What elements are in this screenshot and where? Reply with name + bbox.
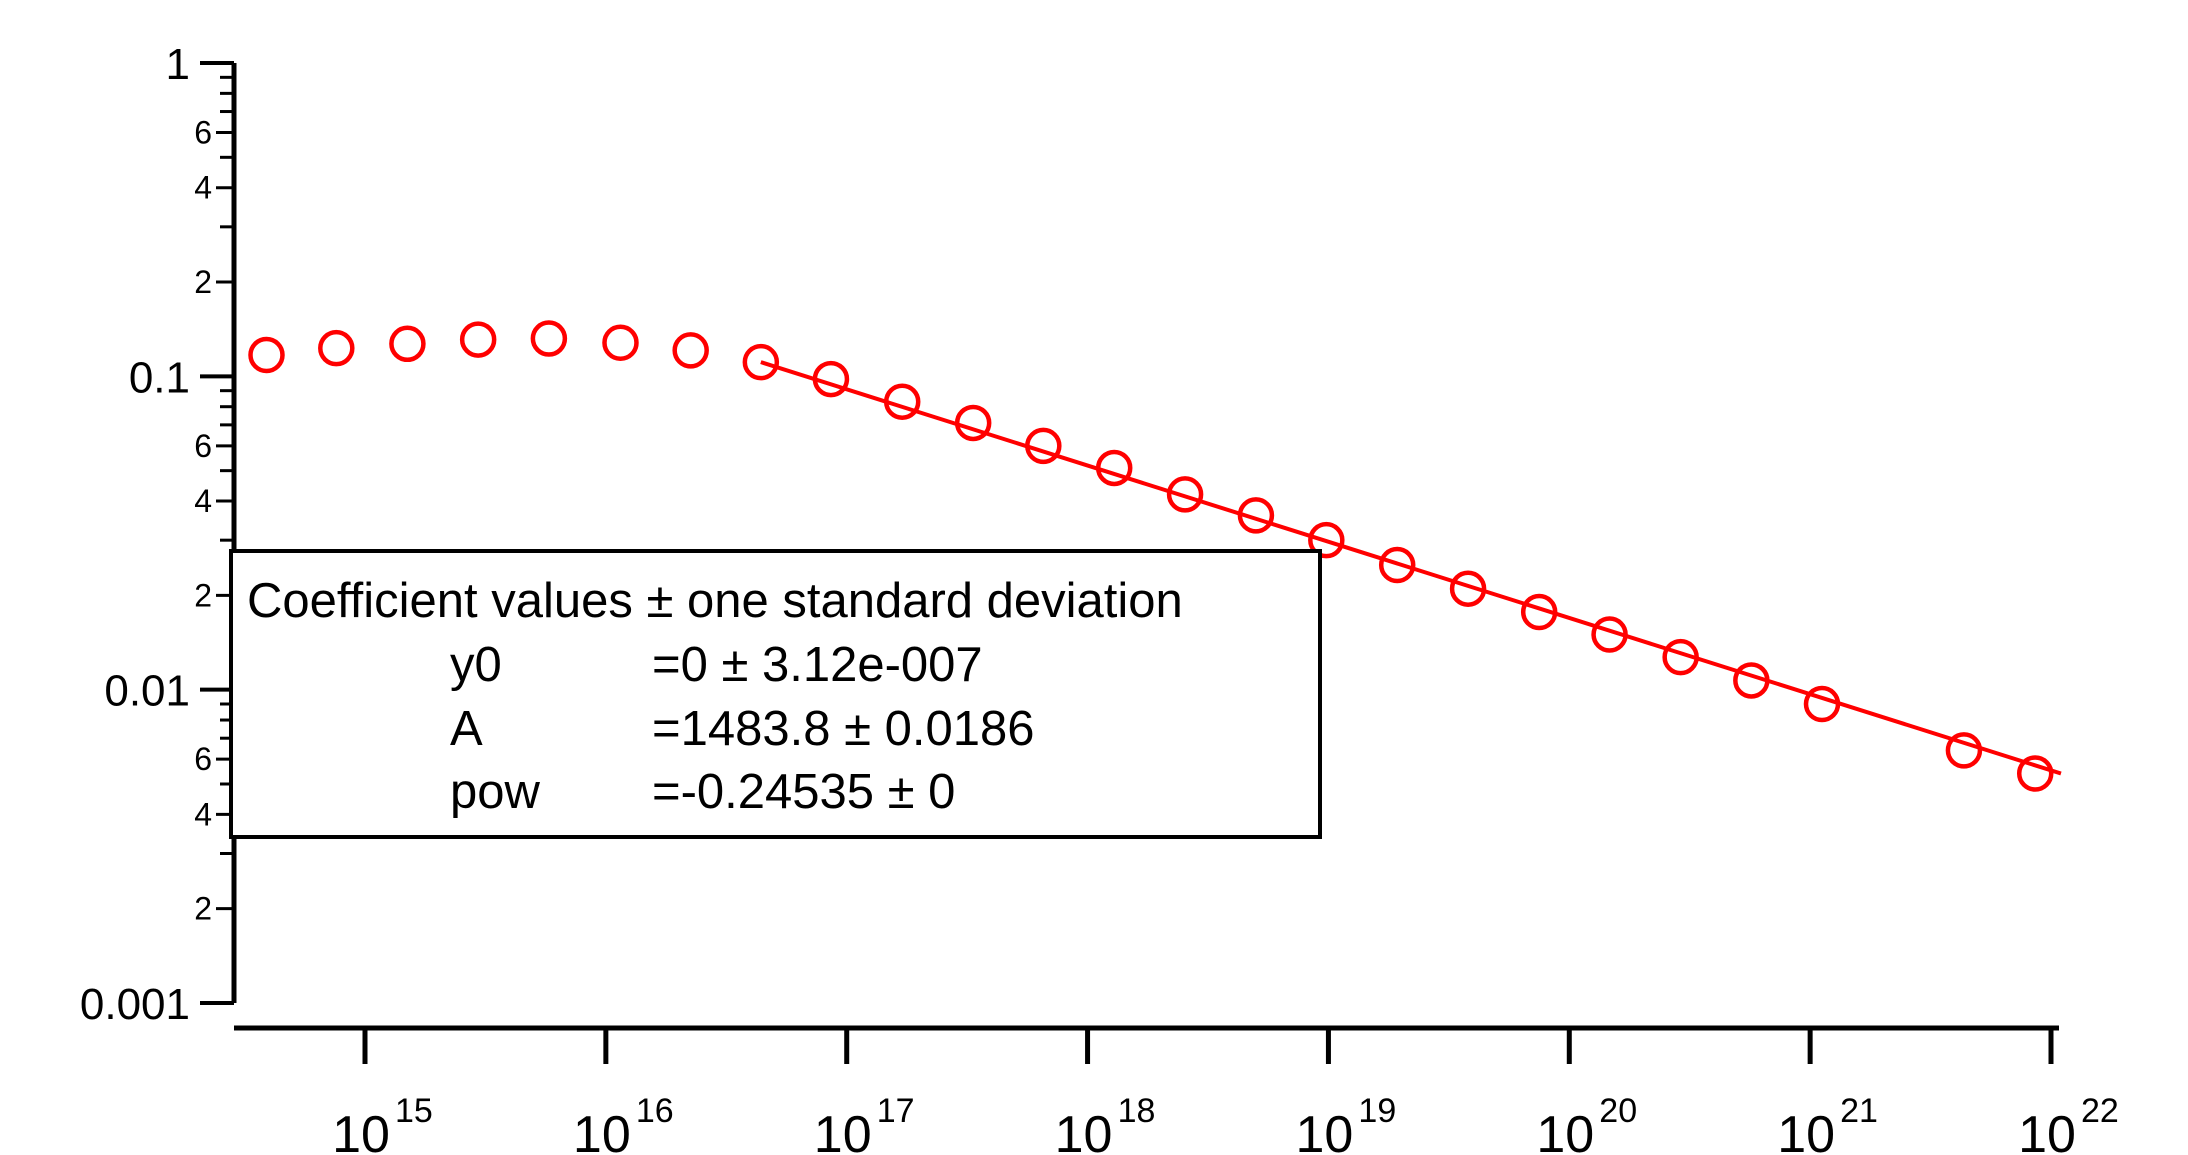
data-point bbox=[1308, 521, 1345, 559]
data-point bbox=[1591, 616, 1628, 653]
y-minor-tick-label: 6 bbox=[194, 428, 212, 464]
x-tick-exponent: 21 bbox=[1840, 1092, 1878, 1130]
y-minor-tick-label: 6 bbox=[194, 741, 212, 777]
data-point bbox=[2016, 755, 2054, 792]
x-tick-exponent: 17 bbox=[877, 1092, 915, 1130]
x-tick-label: 10 bbox=[1536, 1106, 1594, 1155]
coefficient-box: Coefficient values ± one standard deviat… bbox=[229, 549, 1322, 839]
data-point bbox=[1520, 593, 1558, 631]
y-minor-tick-label: 4 bbox=[194, 796, 212, 832]
x-tick-exponent: 20 bbox=[1599, 1092, 1637, 1130]
x-tick-exponent: 18 bbox=[1118, 1092, 1156, 1130]
data-point bbox=[672, 332, 709, 369]
y-minor-tick-label: 4 bbox=[194, 483, 212, 519]
x-tick-label: 10 bbox=[1055, 1106, 1113, 1155]
data-point bbox=[1095, 449, 1133, 487]
data-point bbox=[812, 360, 850, 398]
y-major-tick-label: 0.01 bbox=[104, 667, 190, 716]
data-point bbox=[389, 325, 426, 363]
x-tick-exponent: 22 bbox=[2081, 1092, 2119, 1130]
data-point bbox=[1237, 497, 1275, 534]
data-point bbox=[602, 324, 639, 361]
y-major-tick-label: 0.001 bbox=[80, 980, 190, 1029]
y-minor-tick-label: 2 bbox=[194, 891, 212, 927]
x-tick-label: 10 bbox=[2018, 1106, 2076, 1155]
coef-name-A: A bbox=[450, 702, 483, 756]
data-point bbox=[248, 336, 285, 374]
x-tick-label: 10 bbox=[814, 1106, 872, 1155]
data-point bbox=[1025, 427, 1062, 465]
x-tick-label: 10 bbox=[573, 1106, 631, 1155]
data-point bbox=[1733, 662, 1770, 699]
coefficient-box-frame bbox=[229, 549, 1322, 839]
x-tick-exponent: 16 bbox=[636, 1092, 674, 1130]
y-major-tick-label: 0.1 bbox=[129, 353, 190, 402]
x-tick-exponent: 15 bbox=[395, 1092, 433, 1130]
data-point bbox=[1803, 685, 1841, 723]
data-points-layer bbox=[248, 320, 2054, 792]
y-minor-tick-label: 2 bbox=[194, 577, 212, 613]
coefficient-box-header: Coefficient values ± one standard deviat… bbox=[247, 574, 1183, 628]
y-minor-tick-label: 4 bbox=[194, 170, 212, 206]
data-point bbox=[742, 343, 780, 381]
x-tick-label: 10 bbox=[332, 1106, 390, 1155]
x-tick-label: 10 bbox=[1296, 1106, 1354, 1155]
coef-name-pow: pow bbox=[450, 765, 541, 819]
coef-value-y0: =0 ± 3.12e-007 bbox=[652, 638, 983, 692]
x-tick-exponent: 19 bbox=[1358, 1092, 1396, 1130]
data-point bbox=[1662, 638, 1699, 676]
y-minor-tick-label: 6 bbox=[194, 115, 212, 151]
data-point bbox=[318, 329, 355, 367]
data-point bbox=[459, 321, 497, 358]
data-point bbox=[883, 383, 921, 420]
data-point bbox=[1449, 570, 1487, 607]
data-point bbox=[1945, 732, 1983, 769]
data-point bbox=[1378, 546, 1416, 584]
data-point bbox=[1166, 476, 1204, 513]
coef-name-y0: y0 bbox=[450, 638, 502, 692]
y-minor-tick-label: 2 bbox=[194, 264, 212, 300]
data-point bbox=[530, 320, 568, 357]
coef-value-pow: =-0.24535 ± 0 bbox=[652, 765, 955, 819]
y-major-tick-label: 1 bbox=[166, 40, 190, 89]
x-tick-label: 10 bbox=[1777, 1106, 1835, 1155]
coef-value-A: =1483.8 ± 0.0186 bbox=[652, 702, 1034, 756]
data-point bbox=[954, 404, 992, 442]
